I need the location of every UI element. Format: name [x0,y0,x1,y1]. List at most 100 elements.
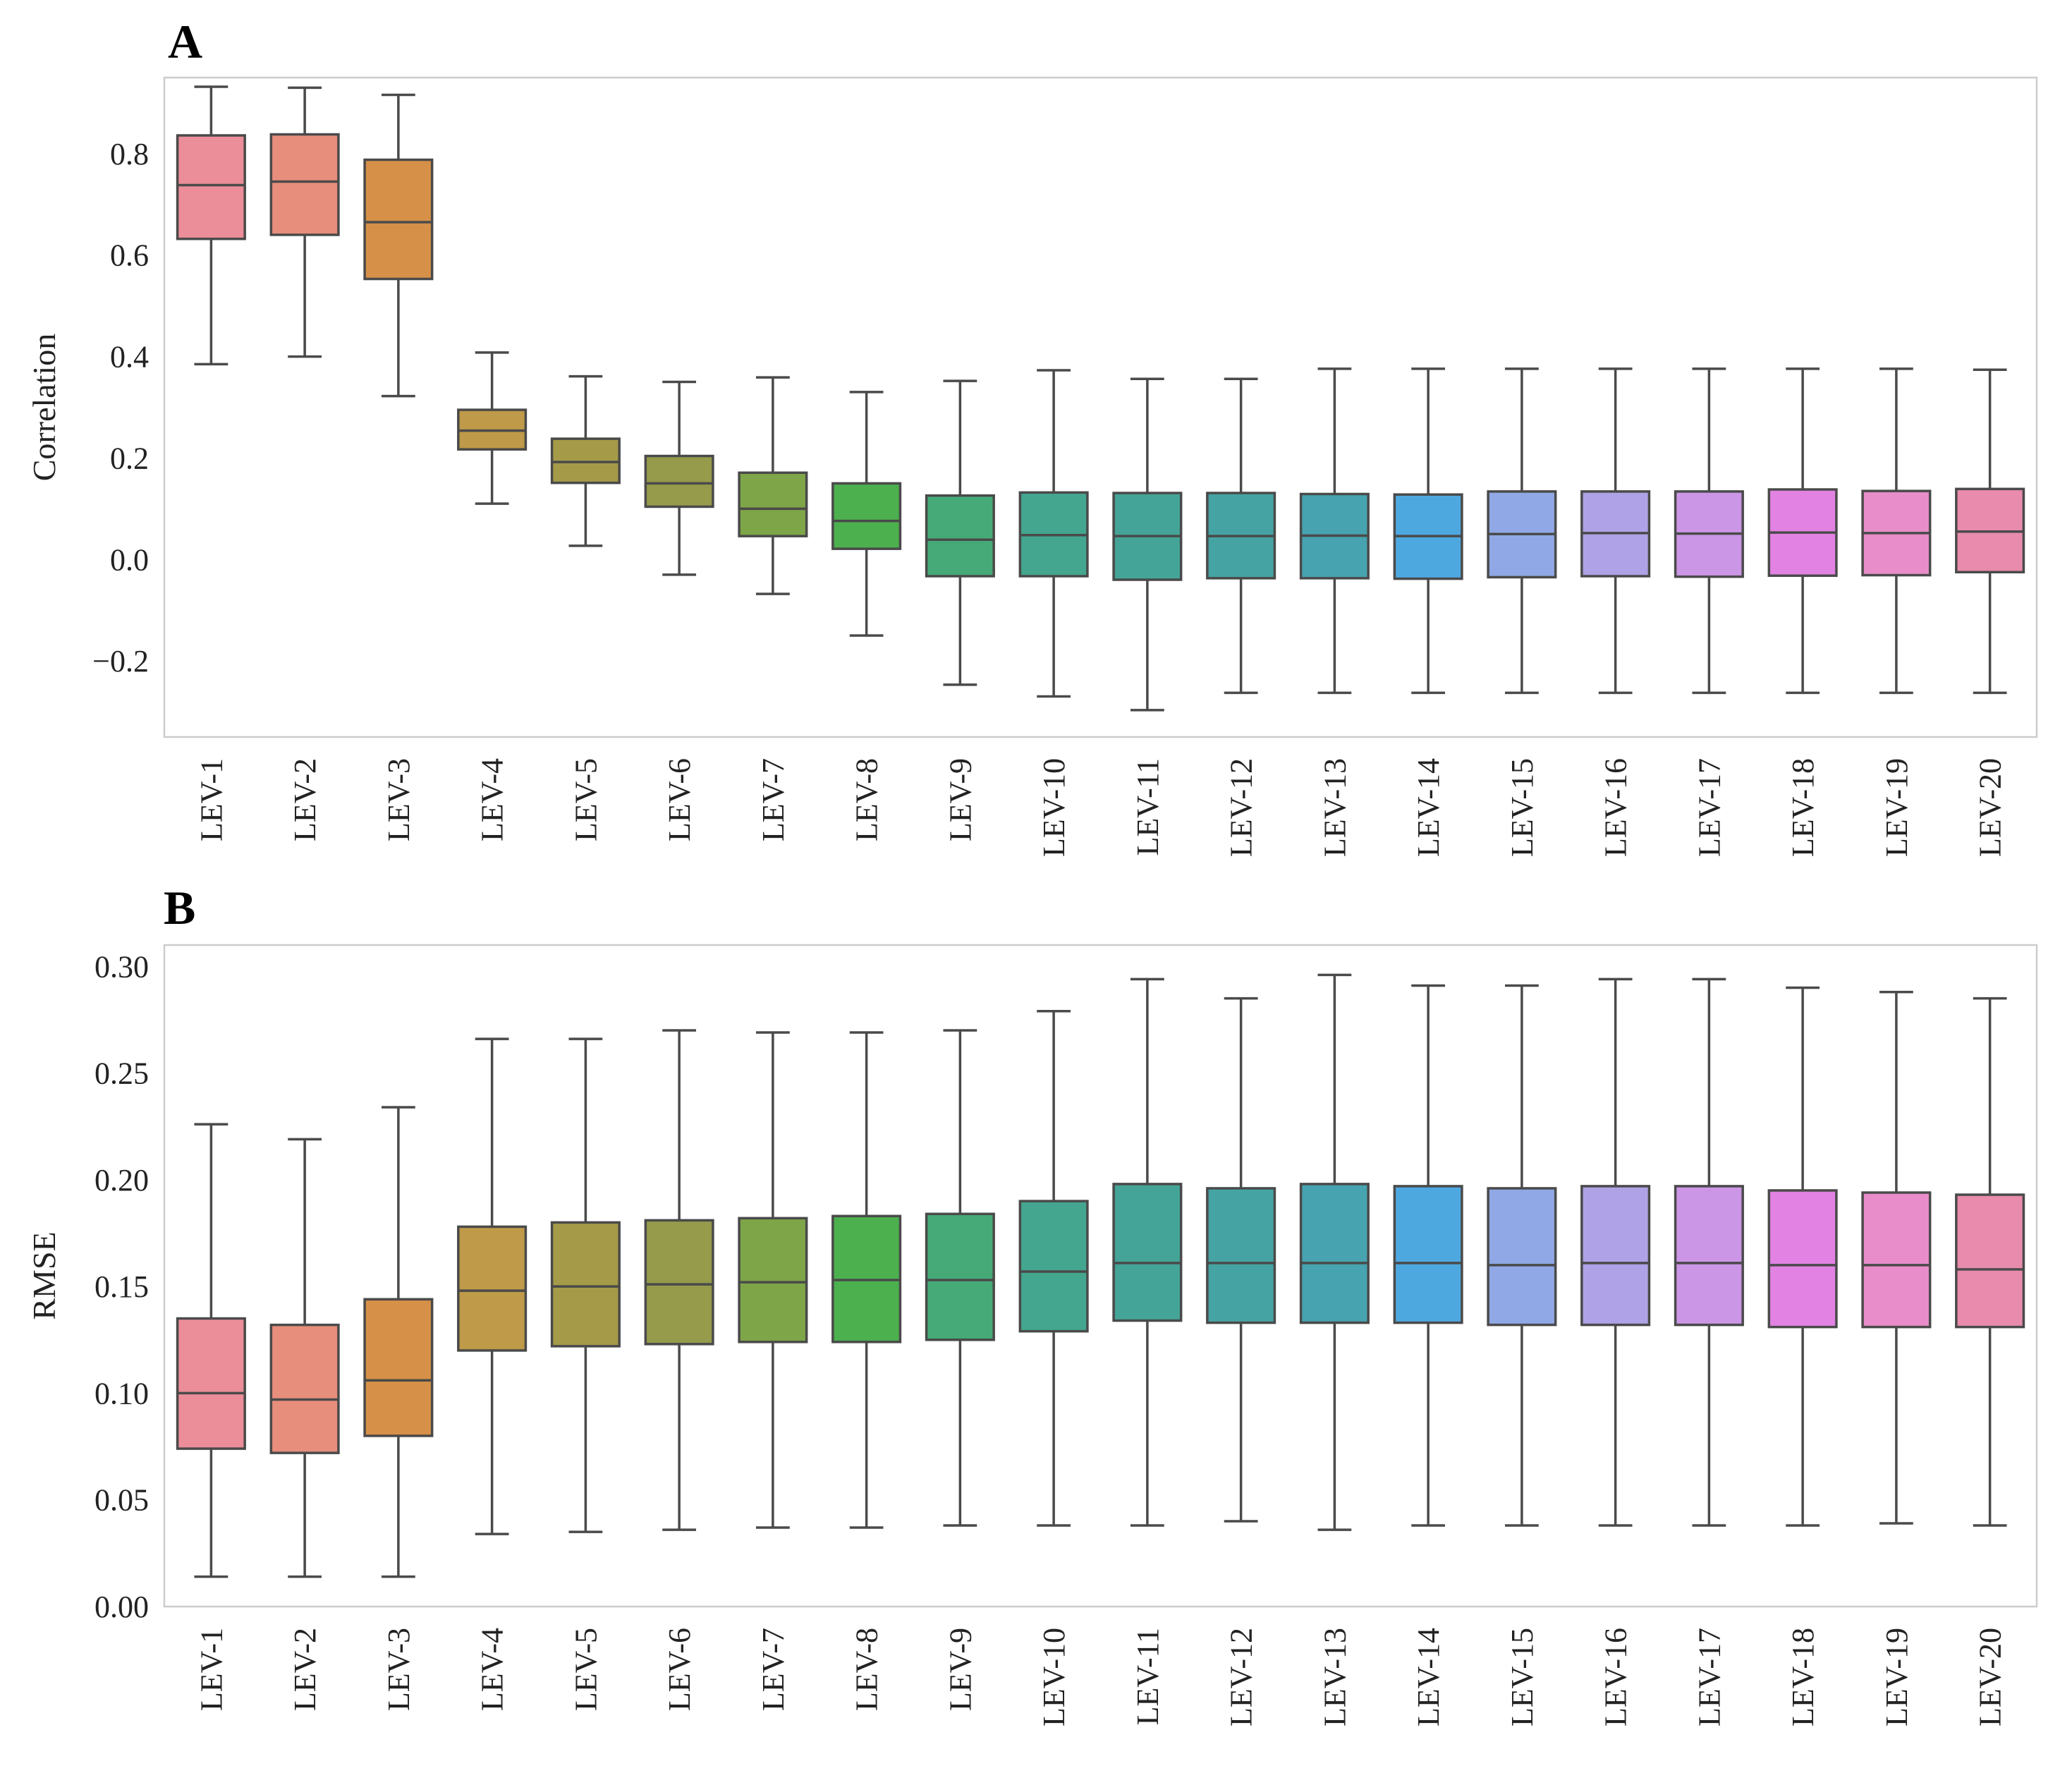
panel-a-y-axis-title: Correlation [26,334,62,482]
box-iqr [738,1217,808,1344]
x-tick-label: LEV-12 [1224,1628,1259,1726]
box-lev-19 [1861,990,1932,1525]
x-tick-label: LEV-11 [1131,758,1165,856]
box-lev-2 [269,86,340,358]
x-tick-label: LEV-6 [662,1628,697,1711]
box-iqr [1018,1200,1089,1333]
box-lev-16 [1580,367,1651,695]
x-tick-label: LEV-2 [288,758,322,841]
x-tick-label: LEV-18 [1786,1628,1820,1726]
box-lev-7 [738,376,808,595]
box-lev-4 [457,1037,528,1535]
x-tick-label: LEV-19 [1879,758,1914,857]
x-tick-label: LEV-9 [943,1628,977,1711]
y-tick-label: 0.25 [95,1056,149,1091]
box-lev-5 [550,1037,621,1533]
box-lev-10 [1018,369,1089,698]
box-iqr [644,1219,714,1346]
x-tick-label: LEV-2 [288,1628,322,1711]
box-iqr [457,1225,528,1352]
x-tick-label: LEV-7 [756,758,791,841]
y-tick-label: 0.00 [95,1590,149,1624]
box-lev-18 [1767,986,1838,1527]
box-lev-1 [176,1123,246,1578]
box-lev-7 [738,1031,808,1529]
box-lev-20 [1955,368,2025,695]
y-tick-label: 0.8 [110,137,149,171]
box-lev-5 [550,374,621,547]
x-tick-label: LEV-5 [568,758,603,841]
box-lev-13 [1299,367,1370,695]
x-tick-label: LEV-18 [1786,758,1820,857]
box-iqr [1955,1193,2025,1329]
box-iqr [1580,1185,1651,1327]
box-iqr [176,1317,246,1450]
box-lev-9 [925,379,995,686]
box-lev-18 [1767,367,1838,695]
box-iqr [1112,1183,1183,1322]
x-tick-label: LEV-13 [1317,758,1352,857]
box-lev-9 [925,1029,995,1527]
box-lev-3 [363,93,434,398]
box-lev-2 [269,1138,340,1578]
box-lev-8 [831,391,902,637]
x-tick-label: LEV-13 [1317,1628,1352,1726]
panel-label-a: A [168,15,202,68]
box-iqr [363,158,434,281]
box-lev-1 [176,85,246,366]
box-lev-6 [644,1029,714,1531]
x-tick-label: LEV-3 [382,758,416,841]
x-tick-label: LEV-14 [1411,1628,1446,1726]
y-tick-label: 0.05 [95,1483,149,1518]
x-tick-label: LEV-19 [1879,1628,1914,1726]
x-tick-label: LEV-4 [475,758,510,841]
y-tick-label: 0.10 [95,1376,149,1411]
box-lev-8 [831,1031,902,1529]
box-iqr [1487,1187,1557,1327]
y-tick-label: 0.4 [110,340,149,374]
x-tick-label: LEV-16 [1599,1628,1633,1726]
box-iqr [363,1298,434,1437]
box-iqr [1206,1187,1276,1324]
box-lev-15 [1487,367,1557,695]
box-lev-14 [1393,367,1463,695]
panel-b-y-axis-title: RMSE [26,1231,62,1320]
y-tick-label: 0.30 [95,949,149,984]
x-tick-label: LEV-1 [194,758,228,841]
y-tick-label: 0.2 [110,441,149,475]
box-iqr [1393,1185,1463,1324]
x-tick-label: LEV-1 [194,1628,228,1711]
box-lev-16 [1580,977,1651,1527]
box-iqr [925,494,995,578]
y-tick-label: 0.0 [110,542,149,577]
x-tick-label: LEV-15 [1505,758,1540,857]
box-lev-11 [1112,377,1183,712]
box-iqr [550,437,621,485]
box-iqr [176,134,246,240]
box-lev-20 [1955,997,2025,1527]
x-tick-label: LEV-8 [850,758,884,841]
box-lev-4 [457,351,528,505]
box-lev-13 [1299,973,1370,1531]
y-tick-label: 0.6 [110,238,149,273]
box-iqr [1299,1183,1370,1324]
x-tick-label: LEV-12 [1224,758,1259,857]
box-lev-12 [1206,997,1276,1523]
x-tick-label: LEV-15 [1505,1628,1540,1726]
y-tick-label: −0.2 [92,644,149,678]
x-tick-label: LEV-20 [1973,1628,2008,1726]
box-iqr [644,454,714,508]
box-iqr [550,1221,621,1348]
x-tick-label: LEV-9 [943,758,977,841]
x-tick-label: LEV-7 [756,1628,791,1711]
x-tick-label: LEV-20 [1973,758,2008,857]
x-tick-label: LEV-10 [1037,758,1071,857]
box-iqr [738,471,808,537]
box-iqr [269,1323,340,1454]
box-lev-19 [1861,367,1932,695]
box-lev-3 [363,1106,434,1578]
x-tick-label: LEV-11 [1131,1628,1165,1726]
